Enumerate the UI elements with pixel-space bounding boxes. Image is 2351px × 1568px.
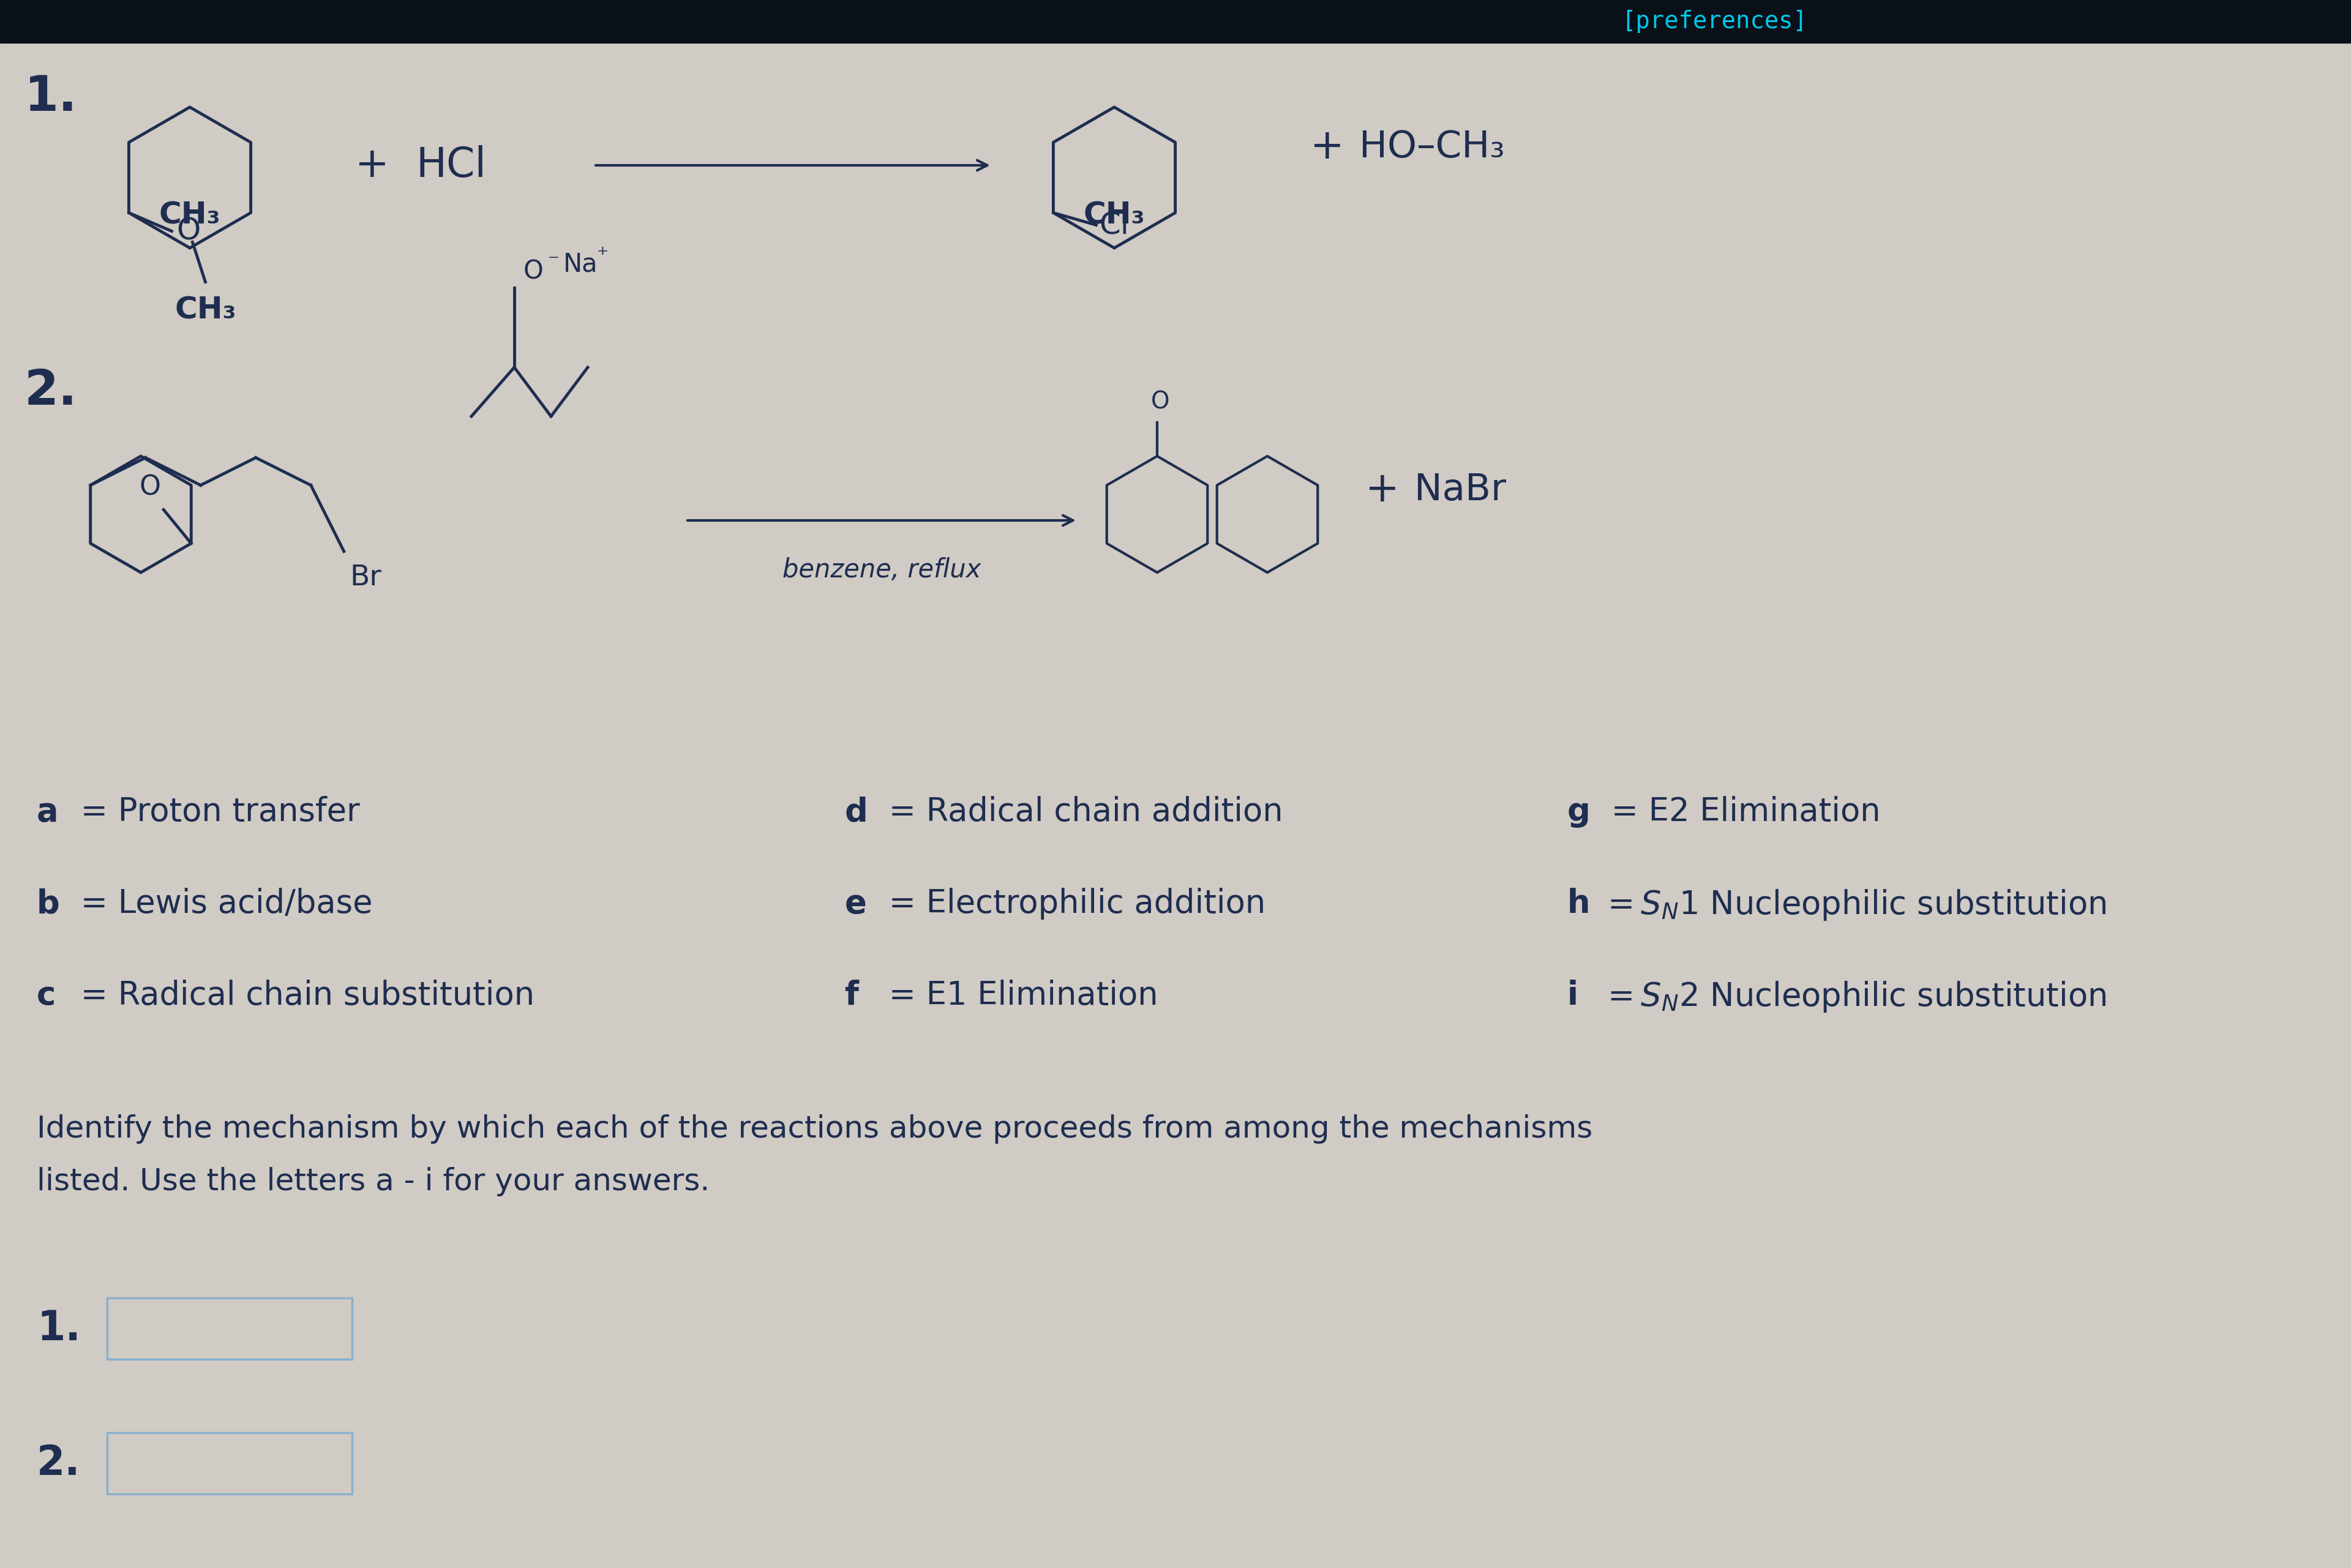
Bar bbox=[108, 1298, 353, 1359]
Text: ⁻: ⁻ bbox=[548, 251, 560, 273]
Text: +: + bbox=[355, 146, 390, 185]
Bar bbox=[0, 0, 2351, 42]
Text: CH₃: CH₃ bbox=[174, 295, 235, 325]
Text: [preferences]: [preferences] bbox=[1622, 9, 1808, 33]
Text: HCl: HCl bbox=[416, 146, 487, 185]
Text: CH₃: CH₃ bbox=[1084, 201, 1145, 229]
Text: CH₃: CH₃ bbox=[160, 201, 221, 229]
Text: b: b bbox=[38, 887, 59, 919]
Text: c: c bbox=[38, 980, 56, 1011]
Text: +: + bbox=[1366, 469, 1399, 510]
Text: 2.: 2. bbox=[38, 1443, 80, 1483]
Text: i: i bbox=[1568, 980, 1578, 1011]
Text: = Radical chain addition: = Radical chain addition bbox=[879, 797, 1284, 828]
Text: = Electrophilic addition: = Electrophilic addition bbox=[879, 887, 1265, 919]
Text: = Radical chain substitution: = Radical chain substitution bbox=[71, 980, 534, 1011]
Text: Na: Na bbox=[564, 251, 597, 276]
Text: = E1 Elimination: = E1 Elimination bbox=[879, 980, 1159, 1011]
Text: O: O bbox=[176, 216, 200, 246]
Text: Br: Br bbox=[350, 563, 381, 591]
Bar bbox=[108, 1433, 353, 1494]
Text: 1.: 1. bbox=[38, 1308, 80, 1348]
Text: ⁺: ⁺ bbox=[597, 246, 609, 267]
Text: Identify the mechanism by which each of the reactions above proceeds from among : Identify the mechanism by which each of … bbox=[38, 1115, 1592, 1196]
Text: = E2 Elimination: = E2 Elimination bbox=[1601, 797, 1881, 828]
Text: a: a bbox=[38, 797, 59, 828]
Text: d: d bbox=[844, 797, 868, 828]
Text: f: f bbox=[844, 980, 858, 1011]
Text: O: O bbox=[1152, 390, 1168, 414]
Text: Cl: Cl bbox=[1100, 210, 1128, 240]
Text: = Proton transfer: = Proton transfer bbox=[71, 797, 360, 828]
Text: $= S_{N}1$ Nucleophilic substitution: $= S_{N}1$ Nucleophilic substitution bbox=[1601, 887, 2106, 922]
Text: HO–CH₃: HO–CH₃ bbox=[1359, 129, 1505, 165]
Text: $= S_{N}2$ Nucleophilic substitution: $= S_{N}2$ Nucleophilic substitution bbox=[1601, 980, 2106, 1014]
Text: 2.: 2. bbox=[24, 367, 78, 416]
Text: 1.: 1. bbox=[24, 74, 78, 121]
Text: NaBr: NaBr bbox=[1415, 472, 1507, 508]
Text: O: O bbox=[139, 474, 160, 500]
Text: benzene, reflux: benzene, reflux bbox=[783, 557, 980, 583]
Text: e: e bbox=[844, 887, 868, 919]
Text: O: O bbox=[524, 259, 543, 285]
Text: g: g bbox=[1568, 797, 1589, 828]
Text: h: h bbox=[1568, 887, 1589, 919]
Text: +: + bbox=[1310, 127, 1345, 168]
Text: = Lewis acid/base: = Lewis acid/base bbox=[71, 887, 371, 919]
